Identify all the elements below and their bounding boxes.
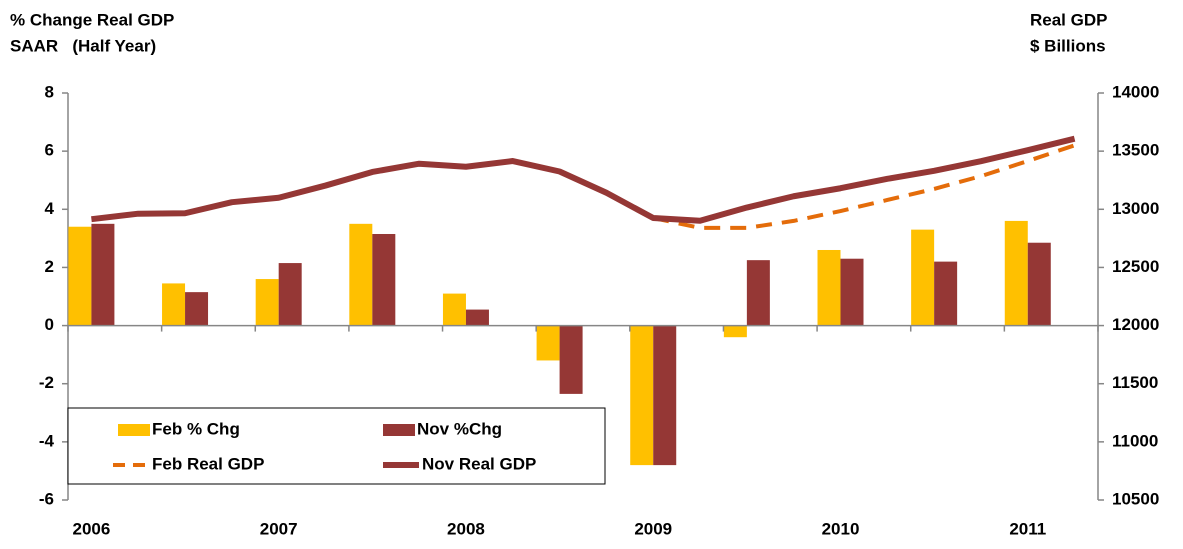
y2-tick-label: 10500 — [1112, 489, 1159, 508]
x-tick-label: 2009 — [634, 519, 672, 538]
bar — [349, 223, 373, 326]
line — [652, 143, 1076, 230]
y-tick-label: -2 — [39, 373, 54, 392]
legend-label: Nov Real GDP — [422, 454, 536, 473]
bar — [91, 223, 115, 326]
bar — [255, 279, 279, 326]
y2-tick-label: 11000 — [1112, 431, 1158, 450]
bar — [536, 325, 560, 361]
x-tick-label: 2007 — [260, 519, 298, 538]
plot — [68, 135, 1076, 466]
x-tick-label: 2008 — [447, 519, 485, 538]
y2-tick-label: 12500 — [1112, 257, 1159, 276]
bar — [162, 283, 186, 326]
y2-axis-title: $ Billions — [1030, 36, 1106, 55]
bar — [559, 325, 583, 394]
legend-swatch — [383, 424, 415, 436]
bar — [278, 263, 302, 326]
y2-axis-title: Real GDP — [1030, 10, 1107, 29]
bar — [630, 325, 654, 466]
y-tick-label: -4 — [39, 431, 55, 450]
y-tick-label: 0 — [45, 315, 54, 334]
y2-tick-label: 12000 — [1112, 315, 1159, 334]
y-tick-label: 6 — [45, 141, 54, 160]
legend-label: Feb Real GDP — [152, 454, 264, 473]
bar — [817, 249, 841, 326]
bar — [911, 229, 935, 326]
bar — [1027, 242, 1051, 326]
x-tick-label: 2011 — [1009, 519, 1046, 538]
y2-tick-label: 13500 — [1112, 141, 1159, 160]
bar — [442, 293, 466, 326]
line — [91, 135, 1076, 224]
legend-label: Nov %Chg — [417, 419, 502, 438]
y2-tick-label: 11500 — [1112, 373, 1158, 392]
y-tick-label: -6 — [39, 489, 54, 508]
legend — [67, 407, 606, 485]
y-tick-label: 8 — [45, 82, 54, 101]
bar — [1004, 220, 1028, 326]
bar — [653, 325, 677, 466]
bar — [934, 261, 958, 326]
legend-label: Feb % Chg — [152, 419, 240, 438]
y-tick-label: 2 — [45, 257, 54, 276]
bar — [840, 258, 864, 326]
x-tick-label: 2006 — [72, 519, 110, 538]
bar — [185, 292, 209, 326]
y2-tick-label: 13000 — [1112, 199, 1159, 218]
x-tick-label: 2010 — [822, 519, 860, 538]
bar — [465, 309, 489, 326]
y-axis-title: SAAR (Half Year) — [10, 36, 156, 55]
bar — [723, 325, 747, 338]
y-tick-label: 4 — [45, 199, 55, 218]
y2-tick-label: 14000 — [1112, 82, 1159, 101]
bar — [372, 233, 396, 326]
y-axis-title: % Change Real GDP — [10, 10, 174, 29]
bar — [68, 226, 92, 326]
bar — [746, 260, 770, 326]
legend-swatch — [118, 424, 150, 436]
